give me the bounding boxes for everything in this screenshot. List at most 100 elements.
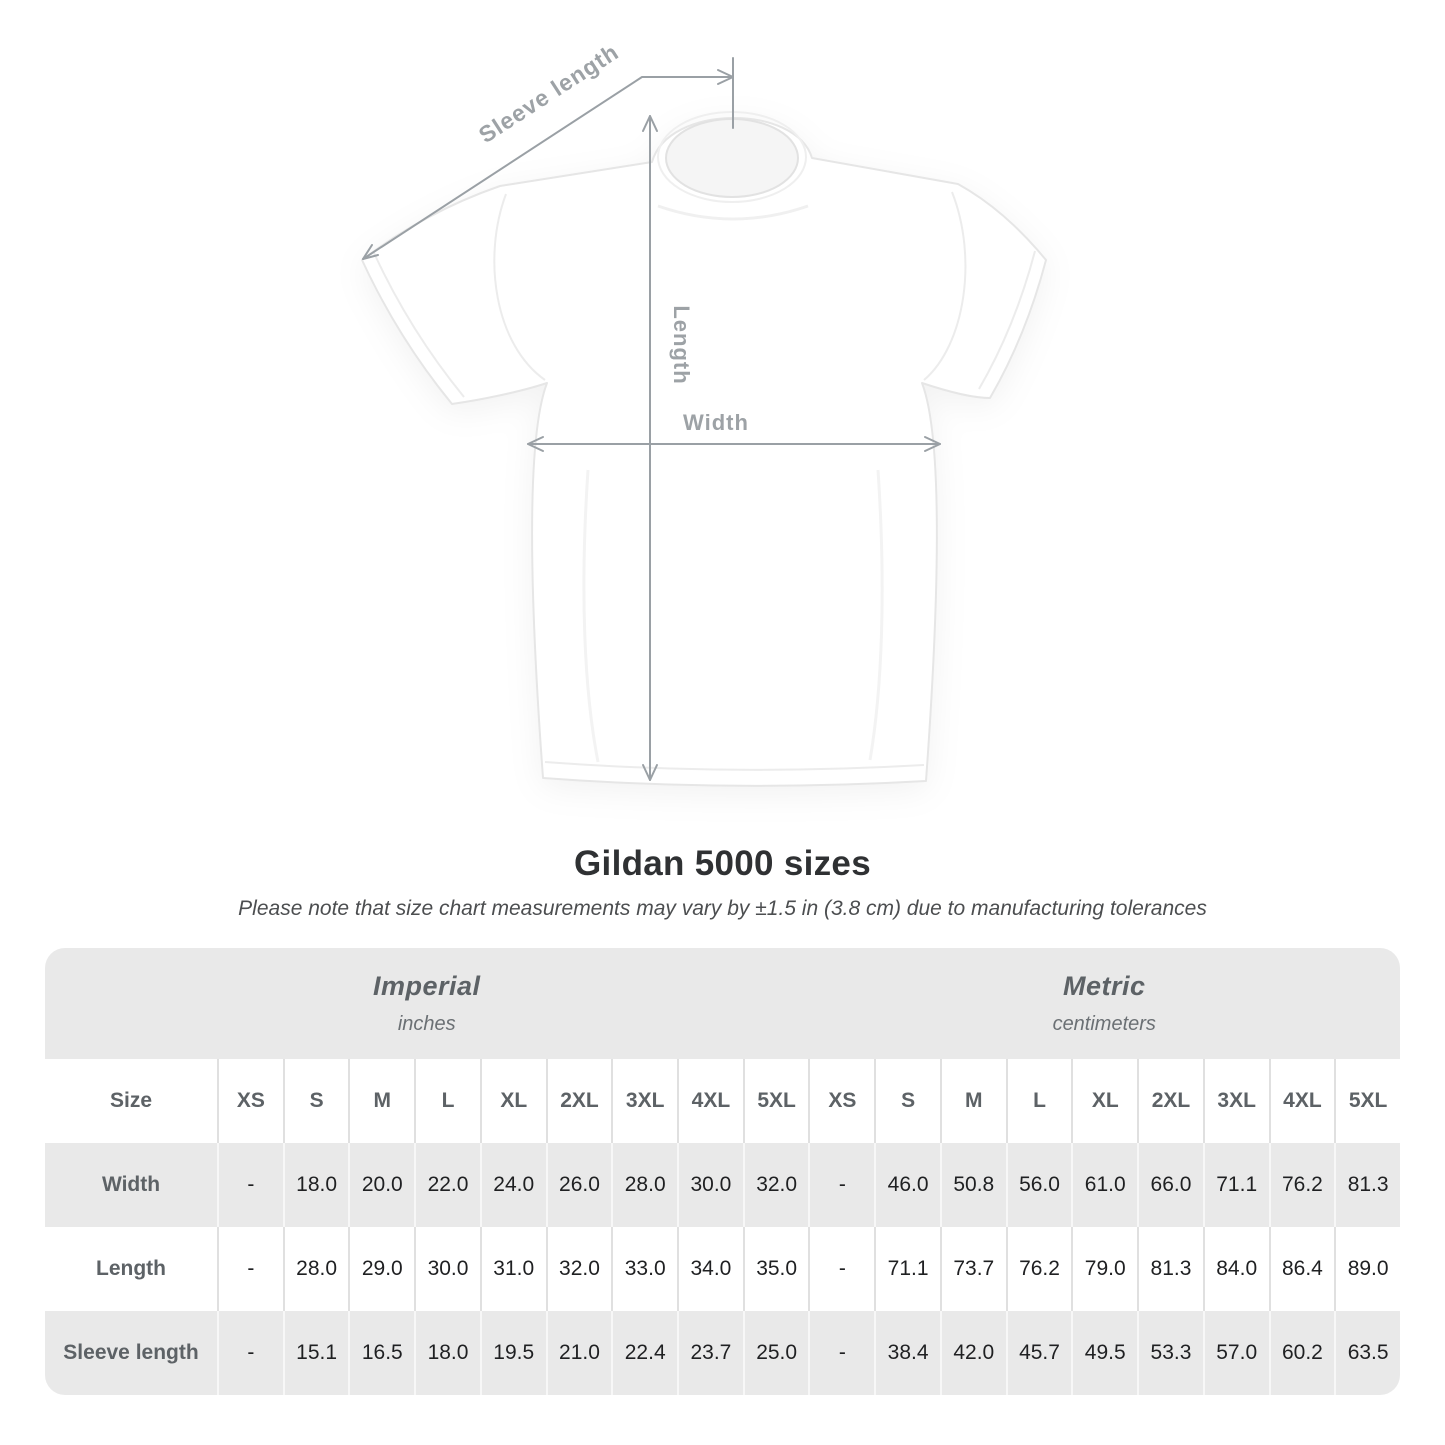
measurement-cell: 33.0 [611,1227,677,1311]
measurement-cell: 42.0 [939,1311,1006,1395]
size-column-header: S [874,1059,940,1143]
measurement-cell: 16.5 [348,1311,414,1395]
size-column-header: XL [479,1059,546,1143]
length-label: Length [669,305,694,384]
measurement-cell: 30.0 [677,1143,743,1227]
measurement-cell: 18.0 [282,1143,349,1227]
measurement-cell: 45.7 [1005,1311,1072,1395]
measurement-row-label: Width [101,1173,161,1196]
measurement-cell: 63.5 [1334,1311,1400,1395]
measurement-cell: 25.0 [742,1311,809,1395]
size-column-header: 2XL [1137,1059,1203,1143]
page-title: Gildan 5000 sizes [574,844,871,883]
measurement-cell: 23.7 [677,1311,743,1395]
measurement-cell: - [808,1227,874,1311]
measurement-cell: 73.7 [939,1227,1006,1311]
measurement-cell: 38.4 [874,1311,940,1395]
size-column-header: XL [1071,1059,1137,1143]
measurement-cell: 46.0 [874,1143,940,1227]
measurement-cell: 18.0 [414,1311,480,1395]
measurement-cell: 81.3 [1137,1227,1203,1311]
measurement-cell: 60.2 [1268,1311,1335,1395]
size-column-header: 3XL [611,1059,677,1143]
measurement-cell: 22.4 [611,1311,677,1395]
metric-group-unit: centimeters [1052,1013,1156,1035]
measurement-cell: 28.0 [282,1227,349,1311]
metric-group-name: Metric [1062,971,1146,1001]
measurement-cell: 81.3 [1334,1143,1400,1227]
measurement-cell: 79.0 [1071,1227,1137,1311]
length-arrow [642,115,658,781]
measurement-cell: 29.0 [348,1227,414,1311]
size-column-header: L [414,1059,480,1143]
size-column-header: L [1005,1059,1072,1143]
measurement-cell: 89.0 [1334,1227,1400,1311]
measurement-cell: - [808,1311,874,1395]
measurement-cell: 20.0 [348,1143,414,1227]
measurement-cell: 31.0 [479,1227,546,1311]
size-column-header: XS [217,1059,283,1143]
measurement-cell: 56.0 [1005,1143,1072,1227]
measurement-row: Sleeve length -15.1 16.5 18.0 19.5 21.0 22.4 23… [45,1311,1400,1395]
size-column-header: 5XL [1334,1059,1400,1143]
imperial-group-header: Imperial inches [45,948,809,1059]
width-arrow [527,436,941,452]
sleeve-length-arrow [362,57,734,260]
measurement-cell: 34.0 [677,1227,743,1311]
measurement-cell: 26.0 [545,1143,612,1227]
size-header-row: Size XS S M L XL 2XL 3XL 4XL 5XL XS S M L XL 2XL 3XL 4XL… [45,1059,1400,1143]
measurement-cell: 30.0 [414,1227,480,1311]
measurement-cell: 49.5 [1071,1311,1137,1395]
size-column-header: S [282,1059,349,1143]
measurement-cell: 32.0 [545,1227,612,1311]
measurement-cell: 50.8 [939,1143,1006,1227]
measurement-cell: 19.5 [479,1311,546,1395]
size-column-header: 5XL [742,1059,809,1143]
measurement-cell: 15.1 [282,1311,349,1395]
size-column-header: 4XL [1268,1059,1335,1143]
measurement-cell: 71.1 [1202,1143,1269,1227]
measurement-cell: 24.0 [479,1143,546,1227]
measurement-cell: 53.3 [1137,1311,1203,1395]
measurement-cell: 61.0 [1071,1143,1137,1227]
measurement-cell: 76.2 [1268,1143,1335,1227]
size-column-header: 4XL [677,1059,743,1143]
sleeve-length-label: Sleeve length [474,38,623,148]
size-table: Imperial inches Metric centimeters Size … [45,948,1400,1395]
size-column-header: M [939,1059,1006,1143]
tolerance-note: Please note that size chart measurements… [238,896,1207,920]
measurement-cell: - [217,1227,283,1311]
measurement-cell: - [808,1143,874,1227]
metric-group-header: Metric centimeters [809,948,1401,1059]
measurement-row-label: Sleeve length [63,1341,199,1364]
size-column-title: Size [109,1089,153,1112]
size-column-header: 3XL [1202,1059,1269,1143]
tshirt-illustration [361,111,1047,787]
measurement-row: Length -28.0 29.0 30.0 31.0 32.0 33.0 34.0 35.0-… [45,1227,1400,1311]
measurement-cell: - [217,1311,283,1395]
measurement-cell: 76.2 [1005,1227,1072,1311]
measurement-cell: - [217,1143,283,1227]
size-column-header: M [348,1059,414,1143]
unit-group-band: Imperial inches Metric centimeters [45,948,1400,1059]
caption: Gildan 5000 sizes Please note that size … [0,844,1445,921]
measurement-cell: 86.4 [1268,1227,1335,1311]
tshirt-measurement-diagram: Sleeve length Length Width [361,38,1047,787]
measurement-cell: 35.0 [742,1227,809,1311]
size-column-header: 2XL [545,1059,612,1143]
imperial-group-name: Imperial [372,971,481,1001]
measurement-cell: 22.0 [414,1143,480,1227]
measurement-cell: 32.0 [742,1143,809,1227]
measurement-cell: 28.0 [611,1143,677,1227]
measurement-cell: 57.0 [1202,1311,1269,1395]
measurement-cell: 21.0 [545,1311,612,1395]
size-column-header: XS [808,1059,874,1143]
measurement-cell: 66.0 [1137,1143,1203,1227]
measurement-cell: 71.1 [874,1227,940,1311]
imperial-group-unit: inches [397,1013,456,1035]
measurement-row: Width -18.0 20.0 22.0 24.0 26.0 28.0 30.0 32.0-4… [45,1143,1400,1227]
measurement-row-label: Length [96,1257,166,1280]
measurement-cell: 84.0 [1202,1227,1269,1311]
width-label: Width [683,410,749,435]
